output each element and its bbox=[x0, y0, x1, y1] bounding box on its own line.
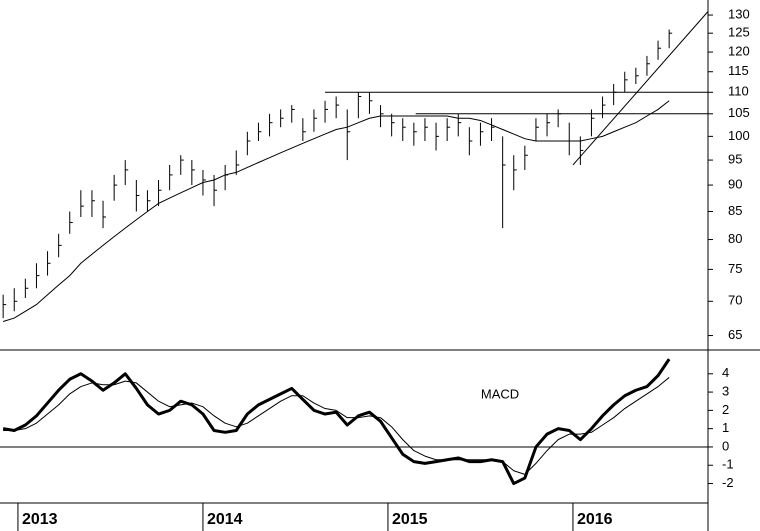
y-tick-label: 4 bbox=[722, 365, 729, 380]
y-tick-label: 2 bbox=[722, 402, 729, 417]
y-tick-label: -1 bbox=[722, 457, 734, 472]
y-tick-label: 85 bbox=[728, 203, 742, 218]
moving-average bbox=[2, 100, 670, 323]
y-tick-label: 90 bbox=[728, 177, 742, 192]
y-tick-label: 115 bbox=[728, 63, 749, 78]
y-tick-label: 80 bbox=[728, 231, 742, 246]
y-tick-label: 125 bbox=[728, 25, 750, 40]
macd-label: MACD bbox=[481, 386, 519, 401]
signal-line bbox=[3, 377, 670, 475]
x-tick-label: 2015 bbox=[392, 511, 428, 528]
y-tick-label: 110 bbox=[728, 84, 749, 99]
y-tick-label: 75 bbox=[728, 261, 742, 276]
trend-line bbox=[572, 11, 709, 166]
x-tick-label: 2013 bbox=[22, 511, 58, 528]
y-tick-label: 3 bbox=[722, 384, 729, 399]
y-tick-label: 100 bbox=[728, 128, 750, 143]
y-tick-label: -2 bbox=[722, 475, 734, 490]
x-tick-label: 2014 bbox=[207, 511, 243, 528]
y-tick-label: 120 bbox=[728, 43, 750, 58]
y-tick-label: 130 bbox=[728, 6, 750, 21]
y-tick-label: 105 bbox=[728, 105, 750, 120]
y-tick-label: 1 bbox=[722, 420, 729, 435]
y-tick-label: 0 bbox=[722, 438, 729, 453]
y-tick-label: 95 bbox=[728, 152, 742, 167]
y-tick-label: 70 bbox=[728, 293, 742, 308]
macd-line bbox=[2, 358, 671, 486]
y-tick-label: 65 bbox=[728, 327, 742, 342]
x-tick-label: 2016 bbox=[577, 511, 613, 528]
